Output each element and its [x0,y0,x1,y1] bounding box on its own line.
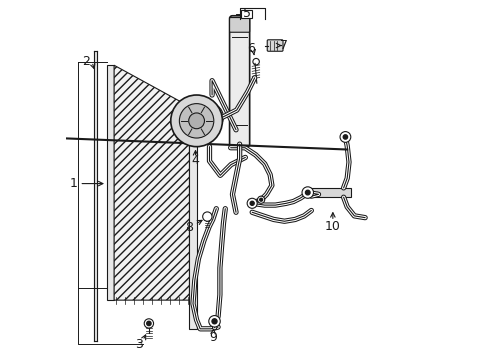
Circle shape [343,135,347,139]
FancyBboxPatch shape [190,107,196,329]
Circle shape [147,321,151,325]
Ellipse shape [184,101,223,134]
Text: 9: 9 [209,330,217,343]
Circle shape [247,198,257,208]
FancyBboxPatch shape [230,16,250,147]
Text: 1: 1 [70,177,77,190]
Circle shape [179,104,214,138]
Circle shape [302,187,314,198]
Circle shape [171,95,222,147]
Circle shape [203,212,212,221]
Text: 7: 7 [280,39,288,52]
FancyBboxPatch shape [308,188,351,197]
Text: 4: 4 [192,154,199,167]
Circle shape [189,113,204,129]
Circle shape [250,201,254,205]
Text: 10: 10 [325,220,341,233]
Text: 5: 5 [243,8,251,21]
Text: 6: 6 [247,42,255,55]
FancyBboxPatch shape [107,65,114,300]
FancyBboxPatch shape [242,10,252,18]
FancyBboxPatch shape [267,40,283,51]
Circle shape [258,196,265,203]
Circle shape [305,190,310,195]
Circle shape [209,316,221,327]
Circle shape [212,319,217,324]
FancyBboxPatch shape [230,18,250,32]
Text: 2: 2 [82,55,90,68]
Circle shape [340,132,351,142]
Text: 3: 3 [135,338,143,351]
Circle shape [260,198,263,201]
Text: 8: 8 [185,221,194,234]
Polygon shape [114,65,190,300]
